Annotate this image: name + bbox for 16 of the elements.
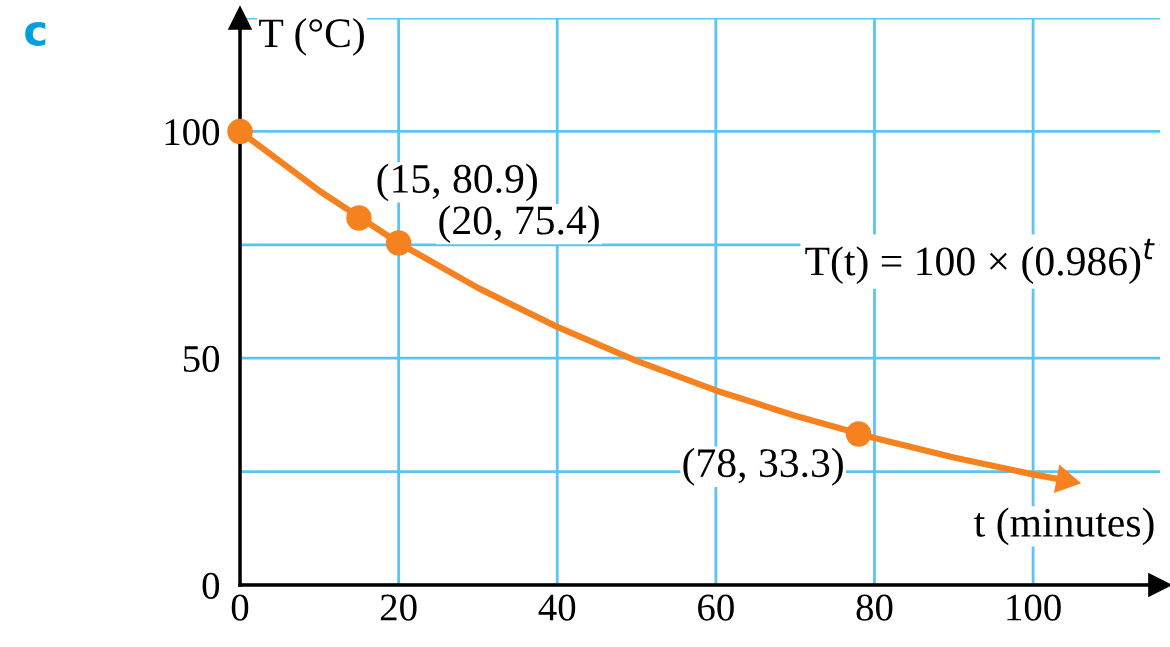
y-tick-label: 100 xyxy=(165,119,220,146)
x-tick-label: 40 xyxy=(538,594,576,621)
annotation: (15, 80.9) xyxy=(377,163,537,202)
x-tick-label: 100 xyxy=(1007,594,1061,621)
annotation: (78, 33.3) xyxy=(683,447,843,486)
x-tick-label: 60 xyxy=(698,594,734,621)
y-axis-title: T (°C) xyxy=(259,18,364,56)
x-axis-title: t (minutes) xyxy=(974,507,1154,546)
x-tick-label: 80 xyxy=(856,594,893,621)
annotation: (20, 75.4) xyxy=(439,205,599,243)
y-tick-label: 50 xyxy=(183,345,220,373)
x-tick-label: 0 xyxy=(231,594,249,621)
text: c xyxy=(25,21,46,46)
annotation: T(t) = 100 × (0.986)$^{t}$ xyxy=(805,238,1155,284)
x-tick-label: 20 xyxy=(380,594,417,621)
y-tick-label: 0 xyxy=(202,572,220,599)
